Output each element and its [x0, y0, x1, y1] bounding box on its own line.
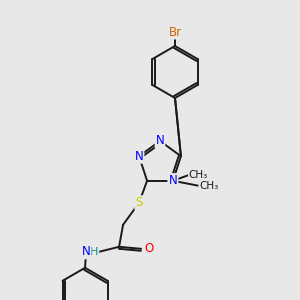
Text: CH₃: CH₃	[189, 169, 208, 180]
Text: Br: Br	[168, 26, 182, 38]
Text: N: N	[82, 245, 90, 258]
Text: O: O	[144, 242, 154, 255]
Text: CH₃: CH₃	[199, 181, 219, 191]
Text: S: S	[135, 196, 143, 209]
Text: N: N	[156, 134, 164, 148]
Text: N: N	[169, 174, 177, 187]
Text: N: N	[135, 150, 143, 163]
Text: H: H	[90, 247, 98, 257]
Text: N: N	[169, 174, 177, 187]
